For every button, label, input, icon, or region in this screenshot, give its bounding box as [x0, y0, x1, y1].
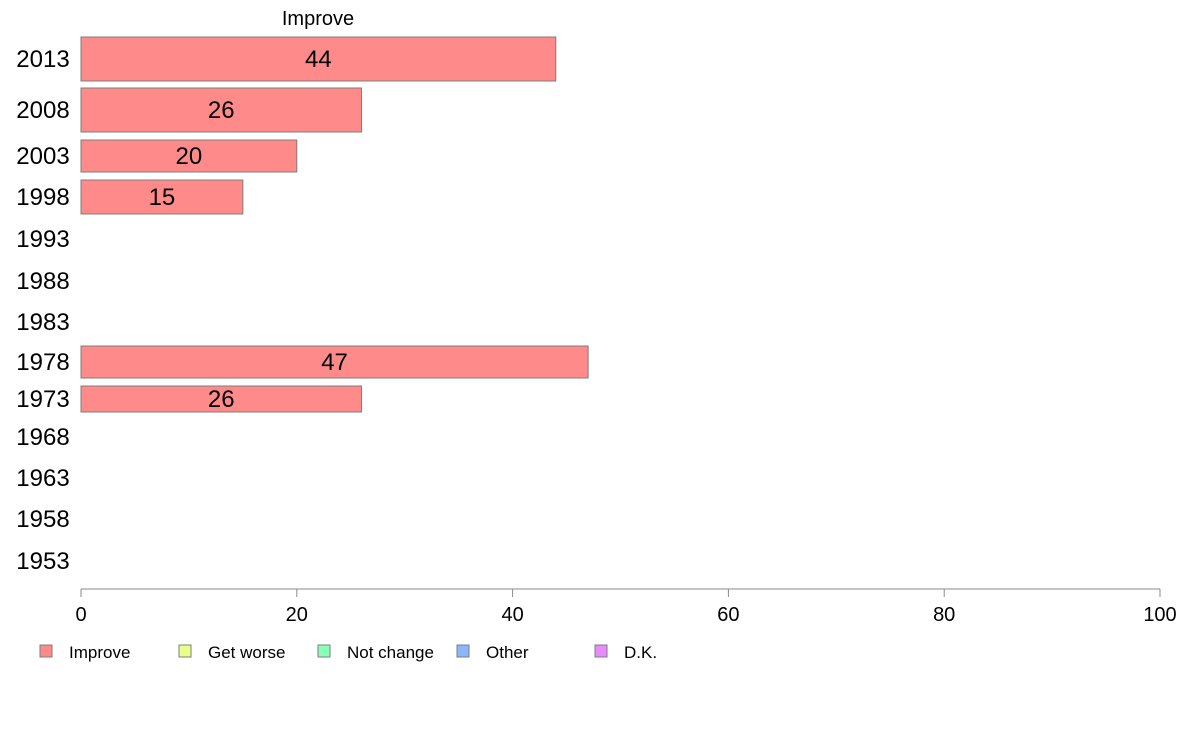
- y-tick-label: 1963: [16, 465, 69, 492]
- y-tick-label: 1978: [16, 349, 69, 376]
- x-tick-label: 0: [75, 604, 86, 626]
- y-tick-label: 1983: [16, 309, 69, 336]
- x-tick-label: 40: [501, 604, 523, 626]
- data-label: 15: [149, 184, 176, 211]
- bar: [80, 385, 363, 413]
- y-tick-label: 1973: [16, 386, 69, 413]
- legend-swatch: [178, 644, 192, 658]
- y-tick-label: 1993: [16, 226, 69, 253]
- data-label: 44: [305, 46, 332, 73]
- bar: [80, 345, 589, 379]
- legend-swatch: [317, 644, 331, 658]
- bars-layer: [80, 36, 589, 413]
- legend-label: Other: [486, 643, 529, 662]
- y-tick-label: 1968: [16, 424, 69, 451]
- bar: [80, 36, 557, 82]
- chart-title: Improve: [282, 8, 354, 30]
- bar: [80, 179, 244, 215]
- y-tick-label: 1998: [16, 184, 69, 211]
- y-tick-label: 2003: [16, 143, 69, 170]
- data-label: 47: [321, 349, 348, 376]
- y-tick-label: 2013: [16, 46, 69, 73]
- y-tick-label: 1988: [16, 268, 69, 295]
- data-label: 26: [208, 97, 235, 124]
- legend-swatch: [456, 644, 470, 658]
- y-labels-layer: 2013 2008 2003 1998 1993 1988 1983 1978 1973 1968…: [16, 46, 69, 575]
- data-label: 26: [208, 386, 235, 413]
- y-tick-label: 1958: [16, 506, 69, 533]
- legend-label: Not change: [347, 643, 434, 662]
- data-label: 20: [176, 143, 203, 170]
- x-tick-label: 20: [286, 604, 308, 626]
- bar: [80, 87, 363, 133]
- x-tick-label: 60: [717, 604, 739, 626]
- legend-label: Improve: [69, 643, 130, 662]
- y-tick-label: 1953: [16, 548, 69, 575]
- x-tick-label: 80: [933, 604, 955, 626]
- legend-label: Get worse: [208, 643, 285, 662]
- legend-swatch: [594, 644, 608, 658]
- legend-label: D.K.: [624, 643, 657, 662]
- bar: [80, 139, 298, 173]
- legend-swatch: [39, 644, 53, 658]
- legend: Improve Get worse Not change Other D.K.: [39, 643, 657, 662]
- x-tick-label: 100: [1143, 604, 1176, 626]
- y-tick-label: 2008: [16, 97, 69, 124]
- x-axis: 0 20 40 60 80 100: [75, 588, 1177, 626]
